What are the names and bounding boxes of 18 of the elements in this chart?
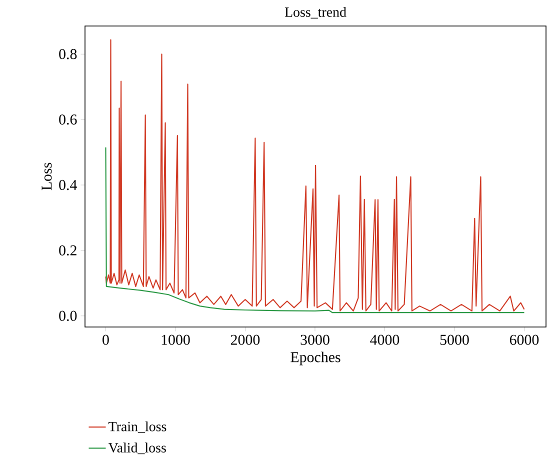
x-tick-label: 6000 <box>510 334 539 345</box>
x-tick-label: 2000 <box>230 334 260 345</box>
x-tick-label: 0 <box>102 334 109 345</box>
legend-label: Valid_loss <box>108 442 166 454</box>
y-tick-label: 0.2 <box>59 245 76 256</box>
x-axis-title: Epoches <box>290 352 340 366</box>
x-tick-label: 3000 <box>300 334 330 345</box>
legend-label: Train_loss <box>108 421 166 433</box>
y-tick-label: 0.8 <box>59 49 77 60</box>
x-tick-label: 1000 <box>162 334 190 345</box>
y-axis-title: Loss <box>42 162 52 190</box>
y-tick-label: 0.6 <box>59 114 77 125</box>
line-series <box>105 39 525 312</box>
y-tick-label: 0.0 <box>59 310 77 321</box>
x-tick-label: 5000 <box>440 334 469 345</box>
x-tick-label: 4000 <box>370 334 400 345</box>
chart-title: Loss_trend <box>284 7 346 18</box>
y-tick-label: 0.4 <box>59 180 77 190</box>
